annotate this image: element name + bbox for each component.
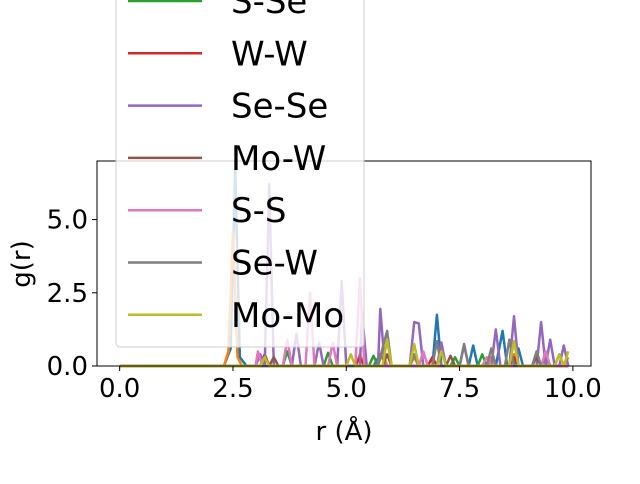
y-axis-label: g(r) — [7, 240, 37, 287]
y-tick-label: 2.5 — [47, 279, 88, 309]
legend-label-2: Se-Se — [231, 87, 328, 127]
legend-label-6: Mo-Mo — [231, 296, 344, 336]
legend: S-Se W-W Se-Se Mo-W S-S Se-W Mo-Mo — [115, 0, 365, 348]
y-tick-label: 0.0 — [47, 352, 88, 382]
ticks-layer: 0.0 2.5 5.0 7.5 10.0 0.0 2.5 5.0 — [47, 206, 602, 404]
legend-label-4: S-S — [231, 191, 286, 231]
legend-box — [115, 0, 365, 348]
y-tick-label: 5.0 — [47, 206, 88, 236]
legend-label-1: W-W — [231, 34, 308, 74]
legend-label-5: Se-W — [231, 244, 318, 284]
x-tick-label: 10.0 — [544, 374, 602, 404]
x-tick-label: 0.0 — [99, 374, 140, 404]
legend-label-3: Mo-W — [231, 139, 326, 179]
x-tick-label: 2.5 — [212, 374, 253, 404]
legend-label-0: S-Se — [231, 0, 307, 22]
x-tick-label: 7.5 — [439, 374, 480, 404]
x-tick-label: 5.0 — [326, 374, 367, 404]
x-axis-label: r (Å) — [315, 415, 372, 447]
